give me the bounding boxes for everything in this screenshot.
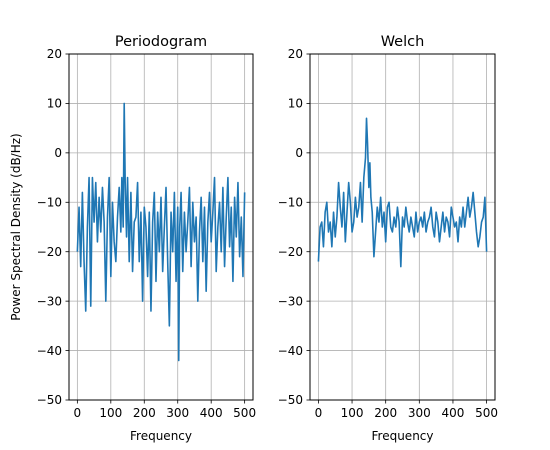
x-tick-label: 0 [315, 406, 323, 420]
y-tick-label: −50 [37, 393, 62, 407]
y-tick-label: −10 [37, 195, 62, 209]
series-line [76, 102, 246, 362]
chart-panel-1: 0 100 200 300 400 500 −50 −40 −30 −20 −10 0 10 20 Welc… [278, 34, 498, 443]
x-tick-label: 400 [200, 406, 223, 420]
x-tick-label: 300 [408, 406, 431, 420]
y-tick-label: −10 [278, 195, 303, 209]
y-tick-label: 20 [47, 47, 62, 61]
y-tick-label: 0 [295, 146, 303, 160]
y-tick-label: 0 [54, 146, 62, 160]
x-tick-label: 100 [341, 406, 364, 420]
axes-frame [68, 53, 254, 401]
chart-title: Periodogram [115, 34, 207, 50]
x-tick-label: 500 [233, 406, 256, 420]
y-tick-label: −30 [278, 294, 303, 308]
y-tick-label: −20 [278, 245, 303, 259]
axes-frame [309, 53, 496, 401]
y-tick-label: 20 [288, 47, 303, 61]
x-tick-label: 200 [374, 406, 397, 420]
chart-panel-0: 0 100 200 300 400 500 −50 −40 −30 −20 −10 0 10 20 Peri… [9, 34, 256, 443]
y-axis-label: Power Spectral Density (dB/Hz) [9, 133, 23, 320]
x-axis-label: Frequency [372, 429, 434, 443]
x-tick-label: 300 [166, 406, 189, 420]
series-line [317, 117, 488, 268]
y-tick-label: 10 [47, 97, 62, 111]
y-tick-label: −40 [278, 344, 303, 358]
x-axis-label: Frequency [130, 429, 192, 443]
x-tick-label: 500 [475, 406, 498, 420]
x-tick-label: 200 [133, 406, 156, 420]
y-tick-label: −30 [37, 294, 62, 308]
x-tick-label: 100 [99, 406, 122, 420]
chart-title: Welch [381, 34, 425, 50]
y-tick-label: −20 [37, 245, 62, 259]
x-tick-label: 400 [442, 406, 465, 420]
y-tick-label: −40 [37, 344, 62, 358]
y-tick-label: 10 [288, 97, 303, 111]
x-tick-label: 0 [74, 406, 82, 420]
y-tick-label: −50 [278, 393, 303, 407]
